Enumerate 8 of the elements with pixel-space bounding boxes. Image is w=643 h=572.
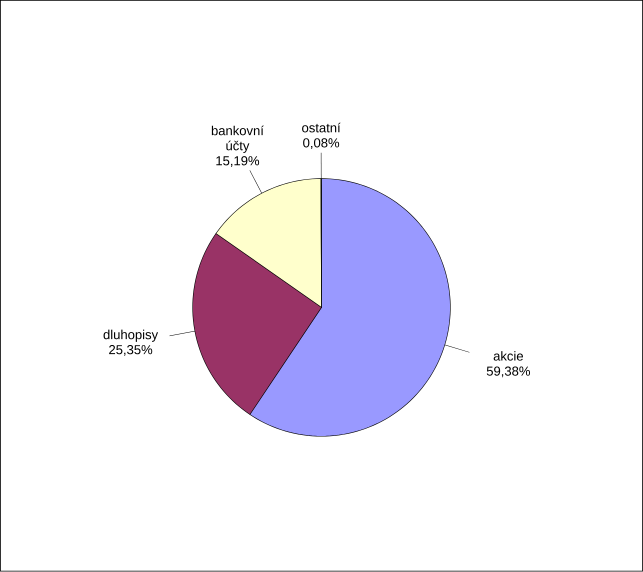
- data-label: 25,35%: [109, 345, 152, 356]
- data-label: 59,38%: [486, 366, 530, 378]
- data-label: 15,19%: [216, 156, 260, 168]
- slice-label: dluhopisy: [104, 330, 158, 342]
- data-label: 0,08%: [303, 138, 340, 150]
- slice-label: ostatní: [302, 122, 341, 133]
- slice-label: bankovní účty: [212, 126, 264, 154]
- legend-label: akcie: [494, 351, 523, 361]
